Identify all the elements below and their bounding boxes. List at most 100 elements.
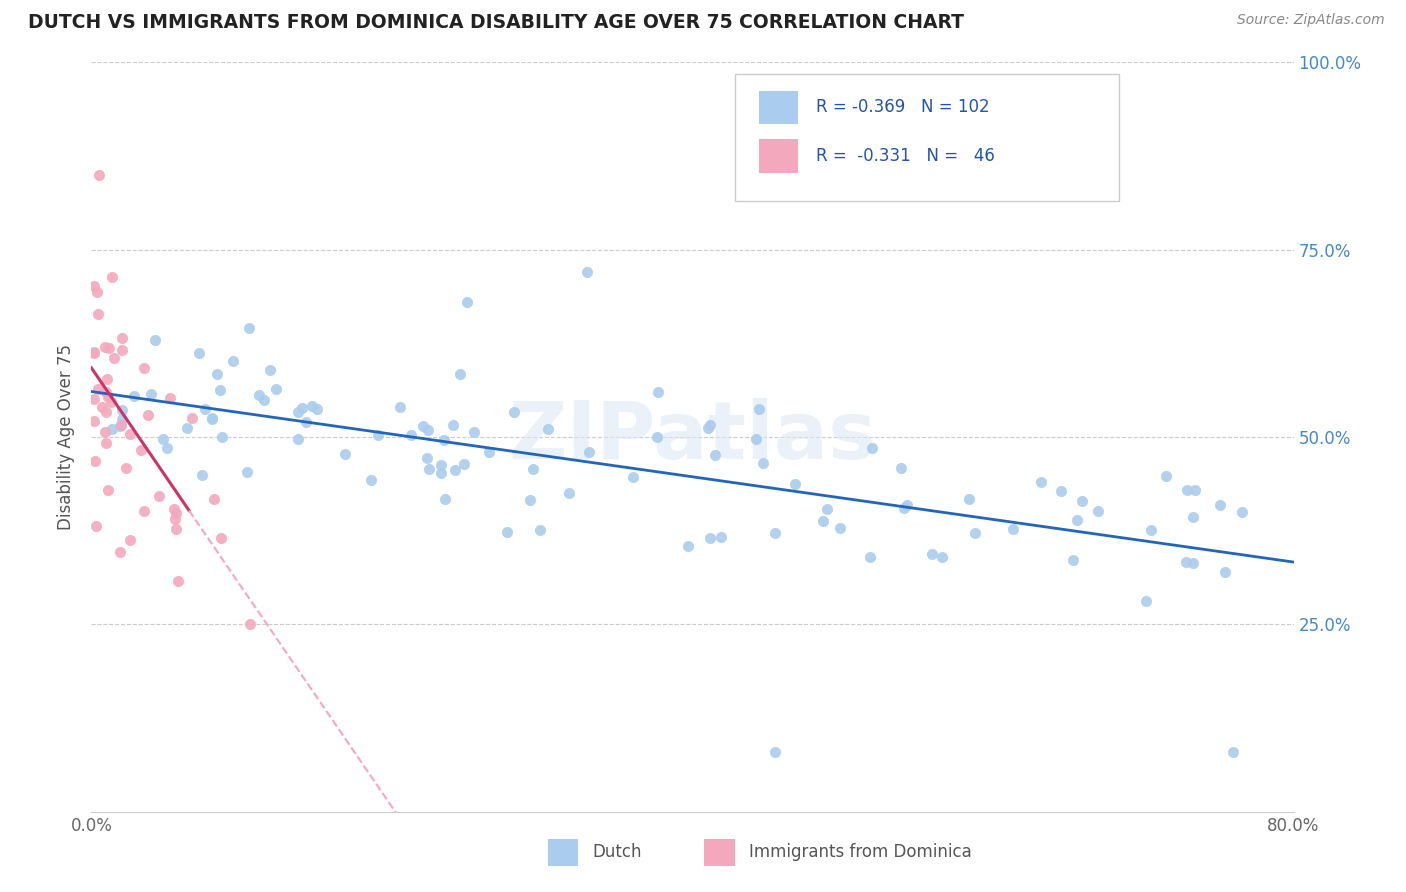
- Point: [141, 387, 163, 401]
- Point: [811, 514, 834, 528]
- Point: [96, 385, 118, 400]
- Text: R =  -0.331   N =   46: R = -0.331 N = 46: [817, 147, 995, 165]
- Point: [101, 270, 124, 285]
- Point: [785, 476, 807, 491]
- Point: [453, 457, 475, 471]
- Point: [165, 507, 187, 521]
- Point: [264, 382, 287, 396]
- Point: [699, 531, 721, 545]
- Point: [859, 549, 882, 564]
- Point: [163, 501, 186, 516]
- Text: Immigrants from Dominica: Immigrants from Dominica: [749, 843, 972, 861]
- Point: [763, 745, 786, 759]
- Point: [87, 168, 110, 182]
- Point: [645, 430, 668, 444]
- Point: [202, 491, 225, 506]
- Point: [111, 331, 134, 345]
- Point: [1213, 565, 1236, 579]
- Point: [1071, 494, 1094, 508]
- FancyBboxPatch shape: [548, 838, 578, 865]
- Point: [957, 492, 980, 507]
- Point: [1087, 504, 1109, 518]
- Point: [100, 422, 122, 436]
- Point: [108, 545, 131, 559]
- Point: [519, 492, 541, 507]
- Point: [111, 343, 134, 357]
- Point: [1135, 593, 1157, 607]
- Point: [287, 404, 309, 418]
- Point: [699, 417, 721, 432]
- Point: [97, 341, 120, 355]
- Point: [120, 533, 142, 548]
- Point: [830, 520, 852, 534]
- Point: [83, 392, 105, 406]
- Point: [578, 445, 600, 459]
- Point: [430, 466, 453, 480]
- Point: [1175, 483, 1198, 497]
- Point: [87, 307, 110, 321]
- Point: [148, 489, 170, 503]
- Point: [208, 383, 231, 397]
- Point: [96, 372, 118, 386]
- Point: [103, 351, 125, 365]
- Point: [449, 367, 471, 381]
- Point: [763, 526, 786, 541]
- Point: [84, 454, 107, 468]
- Point: [496, 524, 519, 539]
- Point: [1154, 469, 1177, 483]
- Point: [166, 574, 188, 588]
- Point: [287, 432, 309, 446]
- Point: [239, 616, 262, 631]
- Point: [896, 498, 918, 512]
- Point: [1066, 513, 1088, 527]
- Point: [165, 512, 187, 526]
- Point: [443, 463, 465, 477]
- Point: [456, 295, 478, 310]
- Point: [931, 550, 953, 565]
- Point: [209, 532, 232, 546]
- Point: [200, 412, 222, 426]
- Point: [307, 401, 329, 416]
- Point: [91, 400, 114, 414]
- Point: [291, 401, 314, 415]
- Point: [129, 442, 152, 457]
- Point: [295, 415, 318, 429]
- FancyBboxPatch shape: [759, 139, 799, 173]
- Point: [921, 547, 943, 561]
- Point: [1222, 745, 1244, 759]
- Point: [159, 391, 181, 405]
- Point: [1182, 510, 1205, 524]
- Point: [478, 445, 501, 459]
- Point: [205, 368, 228, 382]
- Point: [1209, 499, 1232, 513]
- Point: [156, 441, 179, 455]
- Point: [94, 340, 117, 354]
- Point: [388, 400, 411, 414]
- Point: [176, 421, 198, 435]
- Point: [745, 432, 768, 446]
- Point: [97, 390, 120, 404]
- FancyBboxPatch shape: [759, 90, 799, 124]
- Point: [236, 465, 259, 479]
- Point: [647, 384, 669, 399]
- Point: [1002, 522, 1025, 536]
- Text: Dutch: Dutch: [593, 843, 643, 861]
- Point: [537, 422, 560, 436]
- Y-axis label: Disability Age Over 75: Disability Age Over 75: [58, 344, 76, 530]
- Point: [120, 426, 142, 441]
- Point: [815, 502, 838, 516]
- Point: [748, 402, 770, 417]
- Point: [222, 353, 245, 368]
- Point: [136, 408, 159, 422]
- Point: [110, 419, 132, 434]
- Point: [201, 410, 224, 425]
- Point: [1050, 483, 1073, 498]
- Point: [418, 462, 440, 476]
- Point: [412, 419, 434, 434]
- Point: [247, 388, 270, 402]
- Point: [1182, 557, 1205, 571]
- Point: [93, 425, 115, 439]
- Point: [433, 433, 456, 447]
- Point: [132, 504, 155, 518]
- Point: [890, 460, 912, 475]
